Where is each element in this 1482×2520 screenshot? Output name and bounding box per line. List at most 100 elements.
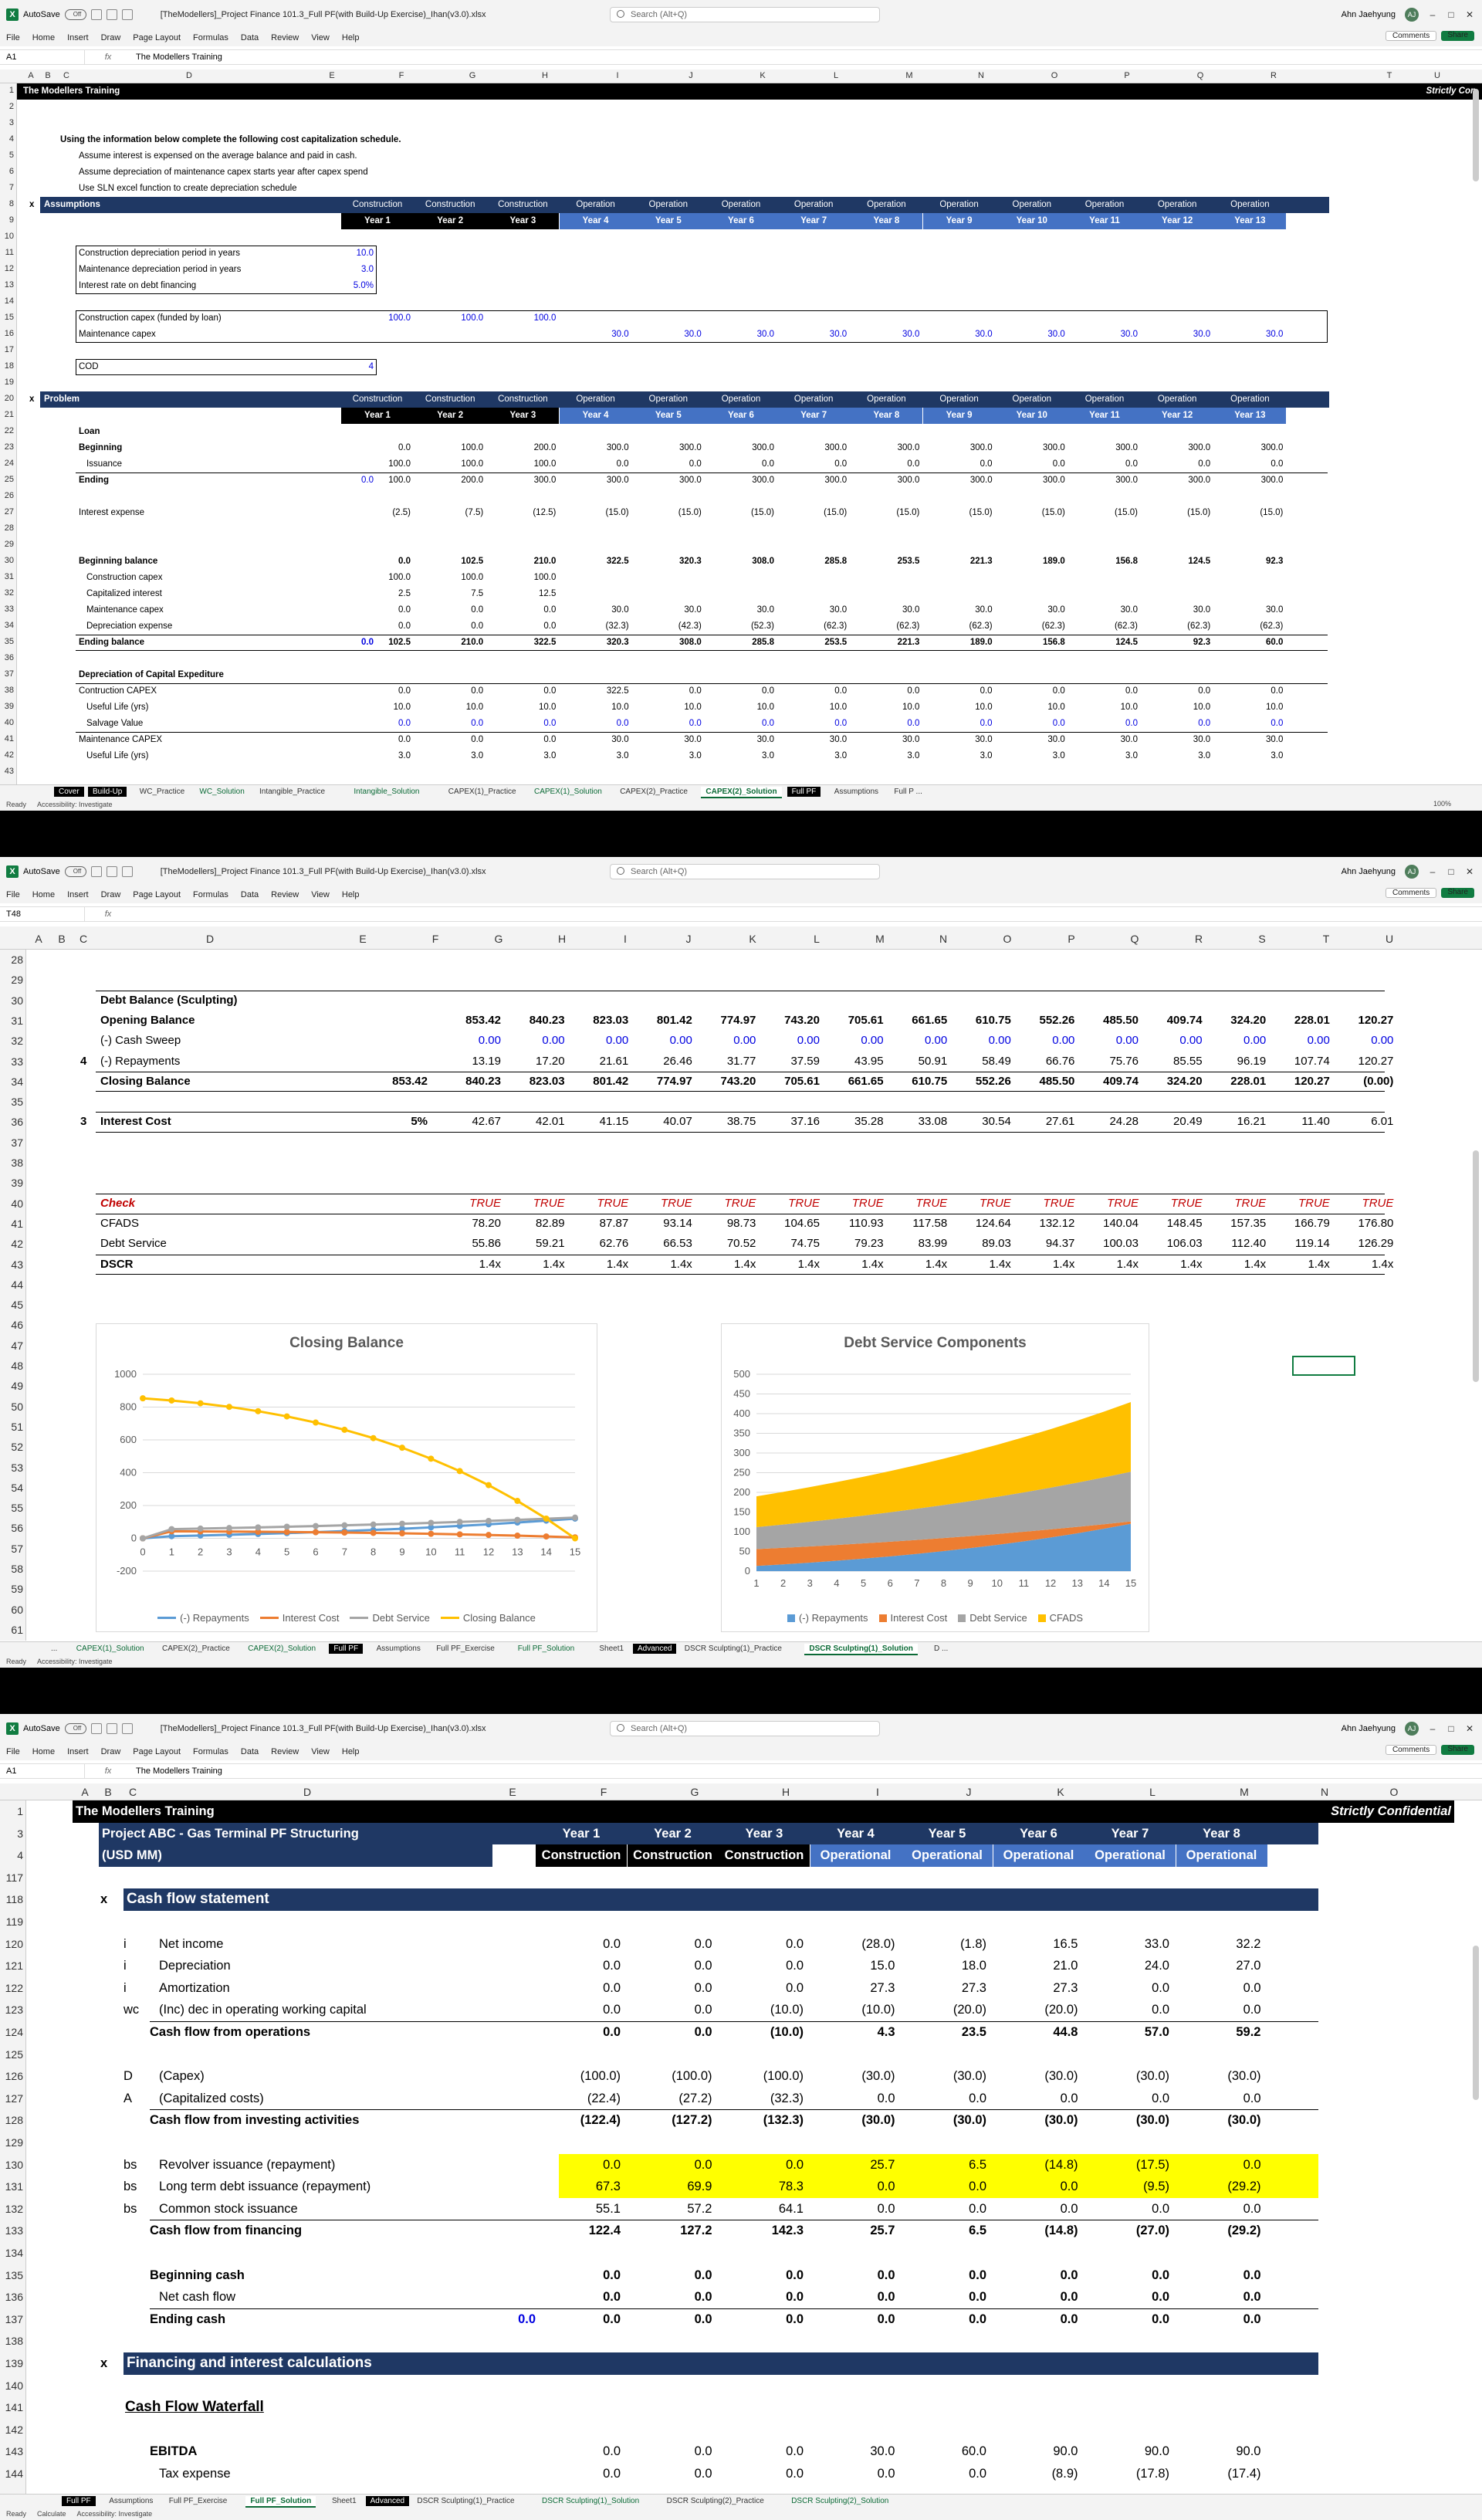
depreciation-value[interactable]: 30.0	[902, 735, 920, 744]
depreciation-value[interactable]: 0.0	[398, 686, 411, 696]
undo-icon[interactable]	[106, 1723, 117, 1734]
check-value[interactable]: TRUE	[660, 1196, 692, 1210]
cff-value[interactable]: (14.8)	[1044, 2224, 1078, 2238]
depreciation-value[interactable]: 3.0	[689, 751, 702, 760]
ending-cash-value[interactable]: 0.0	[877, 2312, 895, 2326]
row-header[interactable]: 3	[17, 1827, 23, 1840]
year-label[interactable]: Year 8	[873, 411, 900, 420]
balance-value[interactable]: (52.3)	[750, 622, 774, 631]
capex-value[interactable]	[1084, 310, 1138, 327]
sheet-tab[interactable]: Build-Up	[88, 787, 127, 797]
balance-value[interactable]: 253.5	[824, 638, 848, 647]
tax-value[interactable]: 0.0	[603, 2467, 621, 2481]
year-label[interactable]: Year 1	[562, 1826, 601, 1841]
cfi-value[interactable]: (122.4)	[580, 2113, 621, 2128]
ops-value[interactable]: 0.0	[694, 1959, 712, 1973]
ops-value[interactable]: 0.0	[694, 1980, 712, 1995]
share-button[interactable]: Share	[1441, 888, 1474, 898]
balance-value[interactable]: 308.0	[679, 638, 702, 647]
cfi-value[interactable]: (132.3)	[763, 2113, 804, 2128]
balance-value[interactable]	[939, 586, 993, 602]
dscr-value[interactable]: 1.4x	[734, 1257, 756, 1271]
phase-label[interactable]: Operation	[1230, 200, 1270, 209]
x-mark[interactable]: x	[29, 200, 35, 209]
ending-cash-value[interactable]: 0.0	[1243, 2312, 1261, 2326]
close-icon[interactable]: ✕	[1465, 866, 1474, 877]
depreciation-value[interactable]: 3.0	[980, 751, 993, 760]
maint-value[interactable]	[357, 327, 411, 343]
interest-value[interactable]: (7.5)	[465, 508, 484, 517]
ops-label[interactable]: (Inc) dec in operating working capital	[159, 2003, 367, 2017]
check-value[interactable]: TRUE	[1043, 1196, 1075, 1210]
row-header[interactable]: 138	[5, 2335, 23, 2348]
row-header[interactable]: 40	[11, 1197, 23, 1210]
depreciation-value[interactable]: 3.0	[1125, 751, 1138, 760]
column-header-H[interactable]: H	[542, 71, 548, 80]
phase-label[interactable]: Construction	[352, 200, 403, 209]
year-label[interactable]: Year 13	[1234, 216, 1266, 225]
fx-icon[interactable]: fx	[104, 1766, 112, 1776]
worksheet-grid[interactable]: The Modellers Training Strictly Con Using …	[17, 83, 1482, 784]
loan-value[interactable]: 200.0	[533, 443, 557, 452]
dscr-label[interactable]: DSCR	[100, 1257, 134, 1271]
vertical-scrollbar[interactable]	[1473, 89, 1479, 181]
sheet-tab[interactable]: WC_Solution	[199, 788, 245, 796]
avatar[interactable]: AJ	[1405, 8, 1419, 22]
debt-value[interactable]: 409.74	[1166, 1013, 1203, 1027]
depreciation-value[interactable]: 3.0	[907, 751, 920, 760]
instruction-text[interactable]: Assume depreciation of maintenance capex…	[79, 168, 368, 177]
row-tag[interactable]: wc	[124, 2003, 140, 2017]
row-header[interactable]: 136	[5, 2291, 23, 2304]
balance-value[interactable]: 189.0	[969, 638, 993, 647]
column-header-M[interactable]: M	[875, 933, 885, 945]
row-header[interactable]: 41	[4, 734, 14, 743]
fin-value[interactable]: 0.0	[1243, 2157, 1261, 2172]
row-header[interactable]: 42	[11, 1238, 23, 1251]
debt-value[interactable]: 823.03	[529, 1074, 565, 1088]
inv-value[interactable]: (30.0)	[952, 2069, 986, 2084]
assumption-label[interactable]: Maintenance depreciation period in years	[79, 265, 242, 274]
maint-value[interactable]	[502, 327, 556, 343]
ending-cash-value[interactable]: 0.0	[1152, 2312, 1169, 2326]
row-header[interactable]: 2	[8, 102, 14, 111]
depreciation-value[interactable]: 3.0	[834, 751, 848, 760]
inv-value[interactable]: (30.0)	[1044, 2069, 1078, 2084]
depreciation-value[interactable]: 0.0	[907, 686, 920, 696]
column-header-B[interactable]: B	[45, 71, 51, 80]
waterfall-title[interactable]: Cash Flow Waterfall	[125, 2399, 264, 2416]
depreciation-value[interactable]: 0.0	[980, 686, 993, 696]
sheet-tab[interactable]: Intangible_Solution	[354, 788, 420, 796]
balance-value[interactable]	[1229, 586, 1283, 602]
ops-value[interactable]: 0.0	[786, 1959, 804, 1973]
beginning-cash-value[interactable]: 0.0	[877, 2268, 895, 2282]
column-header-G[interactable]: G	[494, 933, 503, 945]
depreciation-value[interactable]: 10.0	[465, 703, 484, 712]
project-title[interactable]: Project ABC - Gas Terminal PF Structurin…	[102, 1826, 359, 1841]
row-header[interactable]: 32	[11, 1035, 23, 1048]
ebitda-value[interactable]: 0.0	[694, 2444, 712, 2459]
inv-value[interactable]: 0.0	[1060, 2091, 1078, 2105]
row-header[interactable]: 4	[8, 134, 14, 144]
save-icon[interactable]	[90, 9, 102, 20]
sheet-tab[interactable]: WC_Practice	[139, 788, 185, 796]
balance-value[interactable]: 0.0	[543, 622, 557, 631]
menu-view[interactable]: View	[311, 890, 330, 899]
row-header[interactable]: 22	[4, 426, 14, 435]
row-header[interactable]: 58	[11, 1563, 23, 1575]
row-header[interactable]: 29	[11, 974, 23, 987]
column-header-A[interactable]: A	[35, 933, 42, 945]
balance-label[interactable]: Depreciation expense	[86, 622, 173, 631]
cfo-value[interactable]: 0.0	[694, 2025, 712, 2039]
cfads-value[interactable]: 176.80	[1358, 1216, 1394, 1230]
fin-value[interactable]: 0.0	[603, 2157, 621, 2172]
sheet-tab[interactable]: Assumptions	[376, 1644, 421, 1653]
column-header-R[interactable]: R	[1271, 71, 1277, 80]
row-header[interactable]: 127	[5, 2092, 23, 2105]
debt-value[interactable]: 801.42	[656, 1013, 692, 1027]
row-header[interactable]: 32	[4, 588, 14, 598]
avatar[interactable]: AJ	[1405, 865, 1419, 879]
column-header-S[interactable]: S	[1258, 933, 1266, 945]
column-header-L[interactable]: L	[814, 933, 820, 945]
loan-value[interactable]: 0.0	[1125, 459, 1138, 469]
row-header[interactable]: 13	[4, 280, 14, 290]
